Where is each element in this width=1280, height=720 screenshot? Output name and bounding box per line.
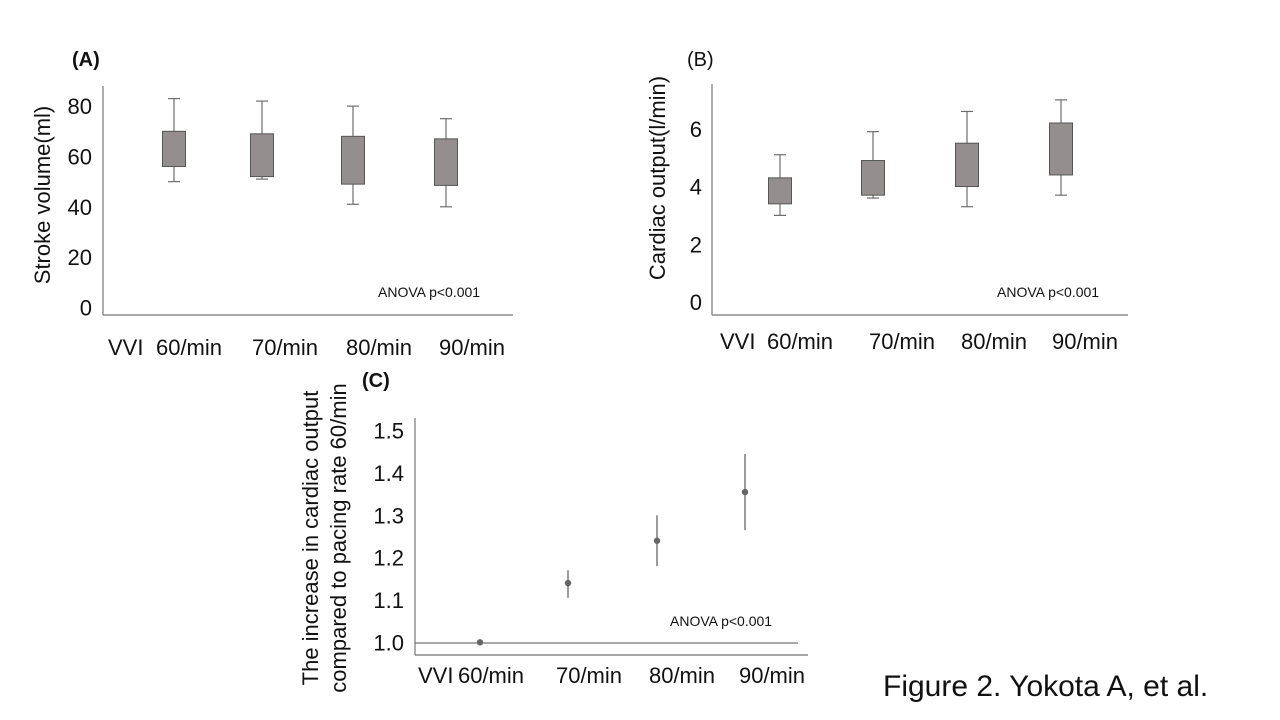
panel-b-y-axis-label: Cardiac output(l/min)	[645, 76, 670, 280]
panel-c-y-axis-label-line1: The increase in cardiac output	[298, 391, 323, 686]
panel-b: (B) Cardiac output(l/min) 0 2 4 6 VVI 60/mi…	[645, 49, 1128, 354]
panel-a-label: (A)	[72, 49, 100, 71]
x-category-label: 80/min	[649, 663, 715, 688]
panel-c-anova: ANOVA p<0.001	[670, 613, 772, 629]
y-tick-label: 80	[68, 94, 92, 119]
data-point-90-min	[741, 488, 749, 496]
x-category-label: 90/min	[1052, 329, 1118, 354]
panel-a-anova: ANOVA p<0.001	[378, 284, 480, 300]
box-70-min	[861, 160, 885, 196]
panel-c-label: (C)	[362, 370, 390, 392]
y-tick-label: 2	[690, 232, 702, 257]
panel-c-y-axis-label-line2: compared to pacing rate 60/min	[326, 383, 351, 692]
box-90-min	[1049, 122, 1073, 176]
y-tick-label: 0	[690, 290, 702, 315]
y-tick-label: 1.5	[373, 419, 404, 444]
panel-b-category-prefix: VVI	[720, 329, 755, 354]
panel-b-anova: ANOVA p<0.001	[997, 284, 1099, 300]
panel-a: (A) Stroke volume(ml) 0 20 40 60 80 VVI 60/m…	[30, 49, 513, 360]
box-90-min	[434, 138, 458, 186]
data-point-80-min	[653, 537, 661, 544]
panel-c-category-prefix: VVI	[418, 663, 453, 688]
x-category-label: 70/min	[252, 335, 318, 360]
panel-c: (C) The increase in cardiac output compa…	[298, 370, 808, 693]
x-category-label: 60/min	[156, 335, 222, 360]
panel-b-label: (B)	[687, 49, 714, 71]
y-tick-label: 6	[690, 117, 702, 142]
box-60-min	[162, 130, 186, 168]
y-tick-label: 40	[68, 195, 92, 220]
figure-caption: Figure 2. Yokota A, et al.	[883, 670, 1208, 703]
y-tick-label: 1.0	[373, 630, 404, 655]
box-80-min	[955, 142, 979, 188]
x-category-label: 80/min	[961, 329, 1027, 354]
y-tick-label: 4	[690, 175, 702, 200]
y-tick-label: 1.4	[373, 461, 404, 486]
y-tick-label: 20	[68, 245, 92, 270]
box-60-min	[768, 177, 792, 205]
y-tick-label: 1.3	[373, 503, 404, 528]
y-tick-label: 1.1	[373, 588, 404, 613]
x-category-label: 60/min	[458, 663, 524, 688]
y-tick-label: 60	[68, 144, 92, 169]
y-tick-label: 0	[80, 295, 92, 320]
x-category-label: 90/min	[439, 335, 505, 360]
x-category-label: 70/min	[869, 329, 935, 354]
y-tick-label: 1.2	[373, 546, 404, 571]
box-80-min	[341, 135, 365, 185]
x-category-label: 80/min	[346, 335, 412, 360]
x-category-label: 60/min	[767, 329, 833, 354]
panel-a-y-axis-label: Stroke volume(ml)	[30, 106, 55, 284]
box-70-min	[250, 133, 274, 178]
x-category-label: 90/min	[739, 663, 805, 688]
data-point-70-min	[564, 579, 572, 587]
panel-a-category-prefix: VVI	[108, 335, 143, 360]
x-category-label: 70/min	[556, 663, 622, 688]
data-point-60-min	[476, 639, 484, 646]
